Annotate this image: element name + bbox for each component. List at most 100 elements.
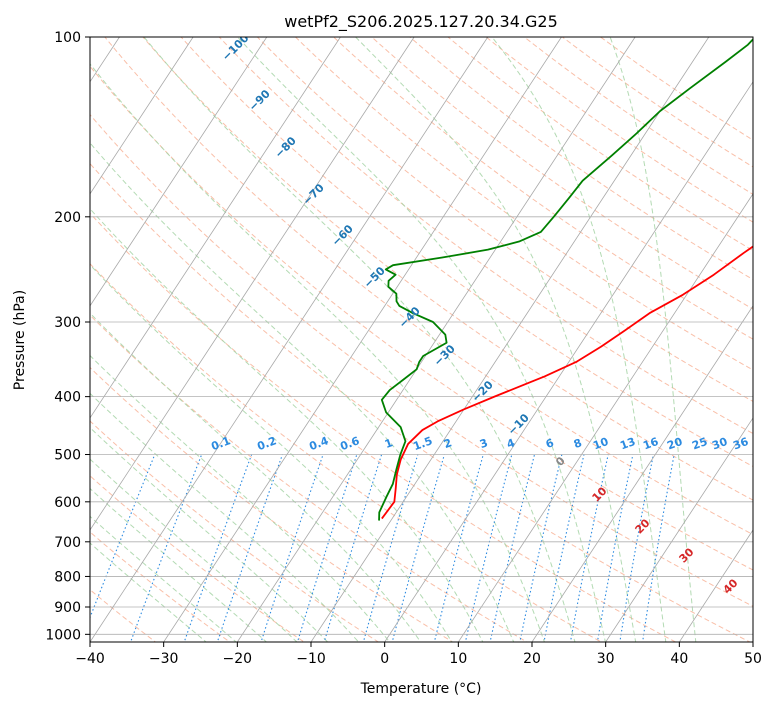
moist-adiabat-label: 40	[721, 576, 741, 596]
mixing-ratio-label: 20	[665, 435, 684, 453]
mixing-ratio-label: 25	[690, 435, 709, 452]
dry-adiabat	[90, 263, 603, 642]
mixing-ratio-label: 2	[442, 436, 454, 451]
moist-adiabat	[90, 264, 453, 642]
dry-adiabat	[90, 589, 157, 642]
x-axis: −40 −30 −20 −10 0 10 20 30 40 50	[75, 642, 762, 667]
isotherm	[531, 305, 753, 642]
mixing-ratio-label: 16	[641, 435, 660, 453]
moist-adiabat-label: −50	[361, 264, 388, 291]
x-tick-label: −40	[75, 651, 105, 667]
isotherm	[457, 193, 753, 642]
mixing-ratio-line	[90, 454, 156, 619]
x-tick-label: 50	[744, 651, 762, 667]
mixing-ratio-label: 0.4	[307, 434, 330, 453]
y-tick-label: 500	[54, 448, 81, 464]
x-tick-label: −30	[149, 651, 179, 667]
moist-adiabat-label: 30	[677, 545, 697, 565]
mixing-ratio-label: 13	[618, 435, 637, 452]
y-tick-label: 1000	[45, 627, 81, 643]
x-tick-label: 10	[449, 651, 467, 667]
mixing-ratio-label: 36	[731, 435, 750, 453]
mixing-ratio-label: 1.5	[411, 434, 434, 453]
dry-adiabat	[104, 37, 753, 536]
isobar-grid	[90, 37, 753, 635]
dry-adiabat	[332, 37, 753, 340]
y-tick-label: 100	[54, 30, 81, 46]
y-tick-label: 400	[54, 390, 81, 406]
moist-adiabat-label: −60	[329, 222, 356, 249]
mixing-ratio-label: 30	[710, 435, 729, 453]
isotherm	[605, 417, 753, 642]
x-tick-label: 0	[380, 651, 389, 667]
isotherm	[752, 641, 753, 642]
moist-adiabat	[90, 515, 237, 642]
dry-adiabat	[90, 475, 305, 642]
isotherm	[90, 37, 194, 195]
y-tick-label: 300	[54, 315, 81, 331]
isotherm	[90, 37, 341, 419]
moist-adiabat	[354, 37, 637, 642]
moist-adiabat	[90, 312, 422, 642]
isotherm	[163, 37, 562, 642]
mixing-ratio-line	[642, 454, 675, 642]
mixing-ratio-label: 0.6	[338, 434, 361, 453]
dry-adiabat	[256, 37, 753, 402]
dry-adiabat	[90, 65, 753, 571]
dry-adiabat	[90, 366, 454, 642]
moist-adiabat	[90, 142, 515, 642]
x-tick-label: −20	[223, 651, 253, 667]
y-tick-label: 800	[54, 569, 81, 585]
mixing-ratio-line	[296, 454, 358, 642]
dewpoint-line	[378, 38, 753, 521]
isotherm	[678, 529, 753, 642]
moist-adiabat-label: −80	[272, 134, 299, 161]
isotherm	[236, 37, 636, 642]
y-axis: 100 200 300 400 500 600 700 800 900 1000	[45, 30, 90, 643]
y-tick-label: 600	[54, 495, 81, 511]
temperature-line	[381, 245, 753, 520]
mixing-ratio-line	[362, 454, 419, 642]
moist-adiabat-label: −40	[396, 304, 423, 331]
dry-adiabat	[294, 37, 753, 371]
x-tick-label: 30	[597, 651, 615, 667]
moist-adiabat	[236, 37, 606, 642]
mixing-ratio-label: 10	[591, 435, 610, 453]
y-tick-label: 700	[54, 535, 81, 551]
x-tick-label: −10	[296, 651, 326, 667]
moist-adiabat	[143, 37, 576, 642]
plot-area: −100−90−80−70−60−50−40−30−20−10010203040…	[90, 37, 753, 642]
moist-adiabat	[90, 487, 268, 642]
isotherm	[90, 37, 268, 307]
chart-title: wetPf2_S206.2025.127.20.34.G25	[284, 12, 558, 32]
y-tick-label: 200	[54, 210, 81, 226]
mixing-ratio-label: 4	[505, 436, 517, 451]
plot-frame	[89, 36, 754, 643]
mixing-ratio-label: 3	[478, 436, 490, 451]
moist-adiabats	[90, 37, 697, 642]
dry-adiabat	[90, 162, 751, 642]
moist-adiabat-label: 0	[553, 454, 568, 469]
moist-adiabat-label: −90	[246, 87, 273, 114]
moist-adiabat	[90, 392, 360, 642]
dry-adiabat	[447, 37, 753, 252]
isotherm	[90, 37, 415, 531]
moist-adiabat	[90, 458, 298, 642]
isotherm	[384, 81, 753, 642]
moist-adiabat	[491, 37, 667, 642]
dry-adiabat	[90, 420, 380, 642]
dry-adiabat	[142, 37, 753, 501]
mixing-ratio-line	[183, 454, 253, 642]
mixing-ratio-label: 6	[544, 436, 556, 451]
x-tick-label: 40	[670, 651, 688, 667]
y-axis-label: Pressure (hPa)	[12, 290, 28, 390]
y-tick-label: 900	[54, 600, 81, 616]
mixing-ratio-label: 8	[572, 436, 584, 451]
isotherm-grid	[90, 37, 753, 642]
dry-adiabat	[370, 37, 753, 310]
moist-adiabat	[90, 426, 329, 642]
isopleth-labels: −100−90−80−70−60−50−40−30−20−10010203040…	[209, 37, 750, 597]
moist-adiabat	[90, 354, 391, 642]
dry-adiabat	[561, 37, 753, 168]
